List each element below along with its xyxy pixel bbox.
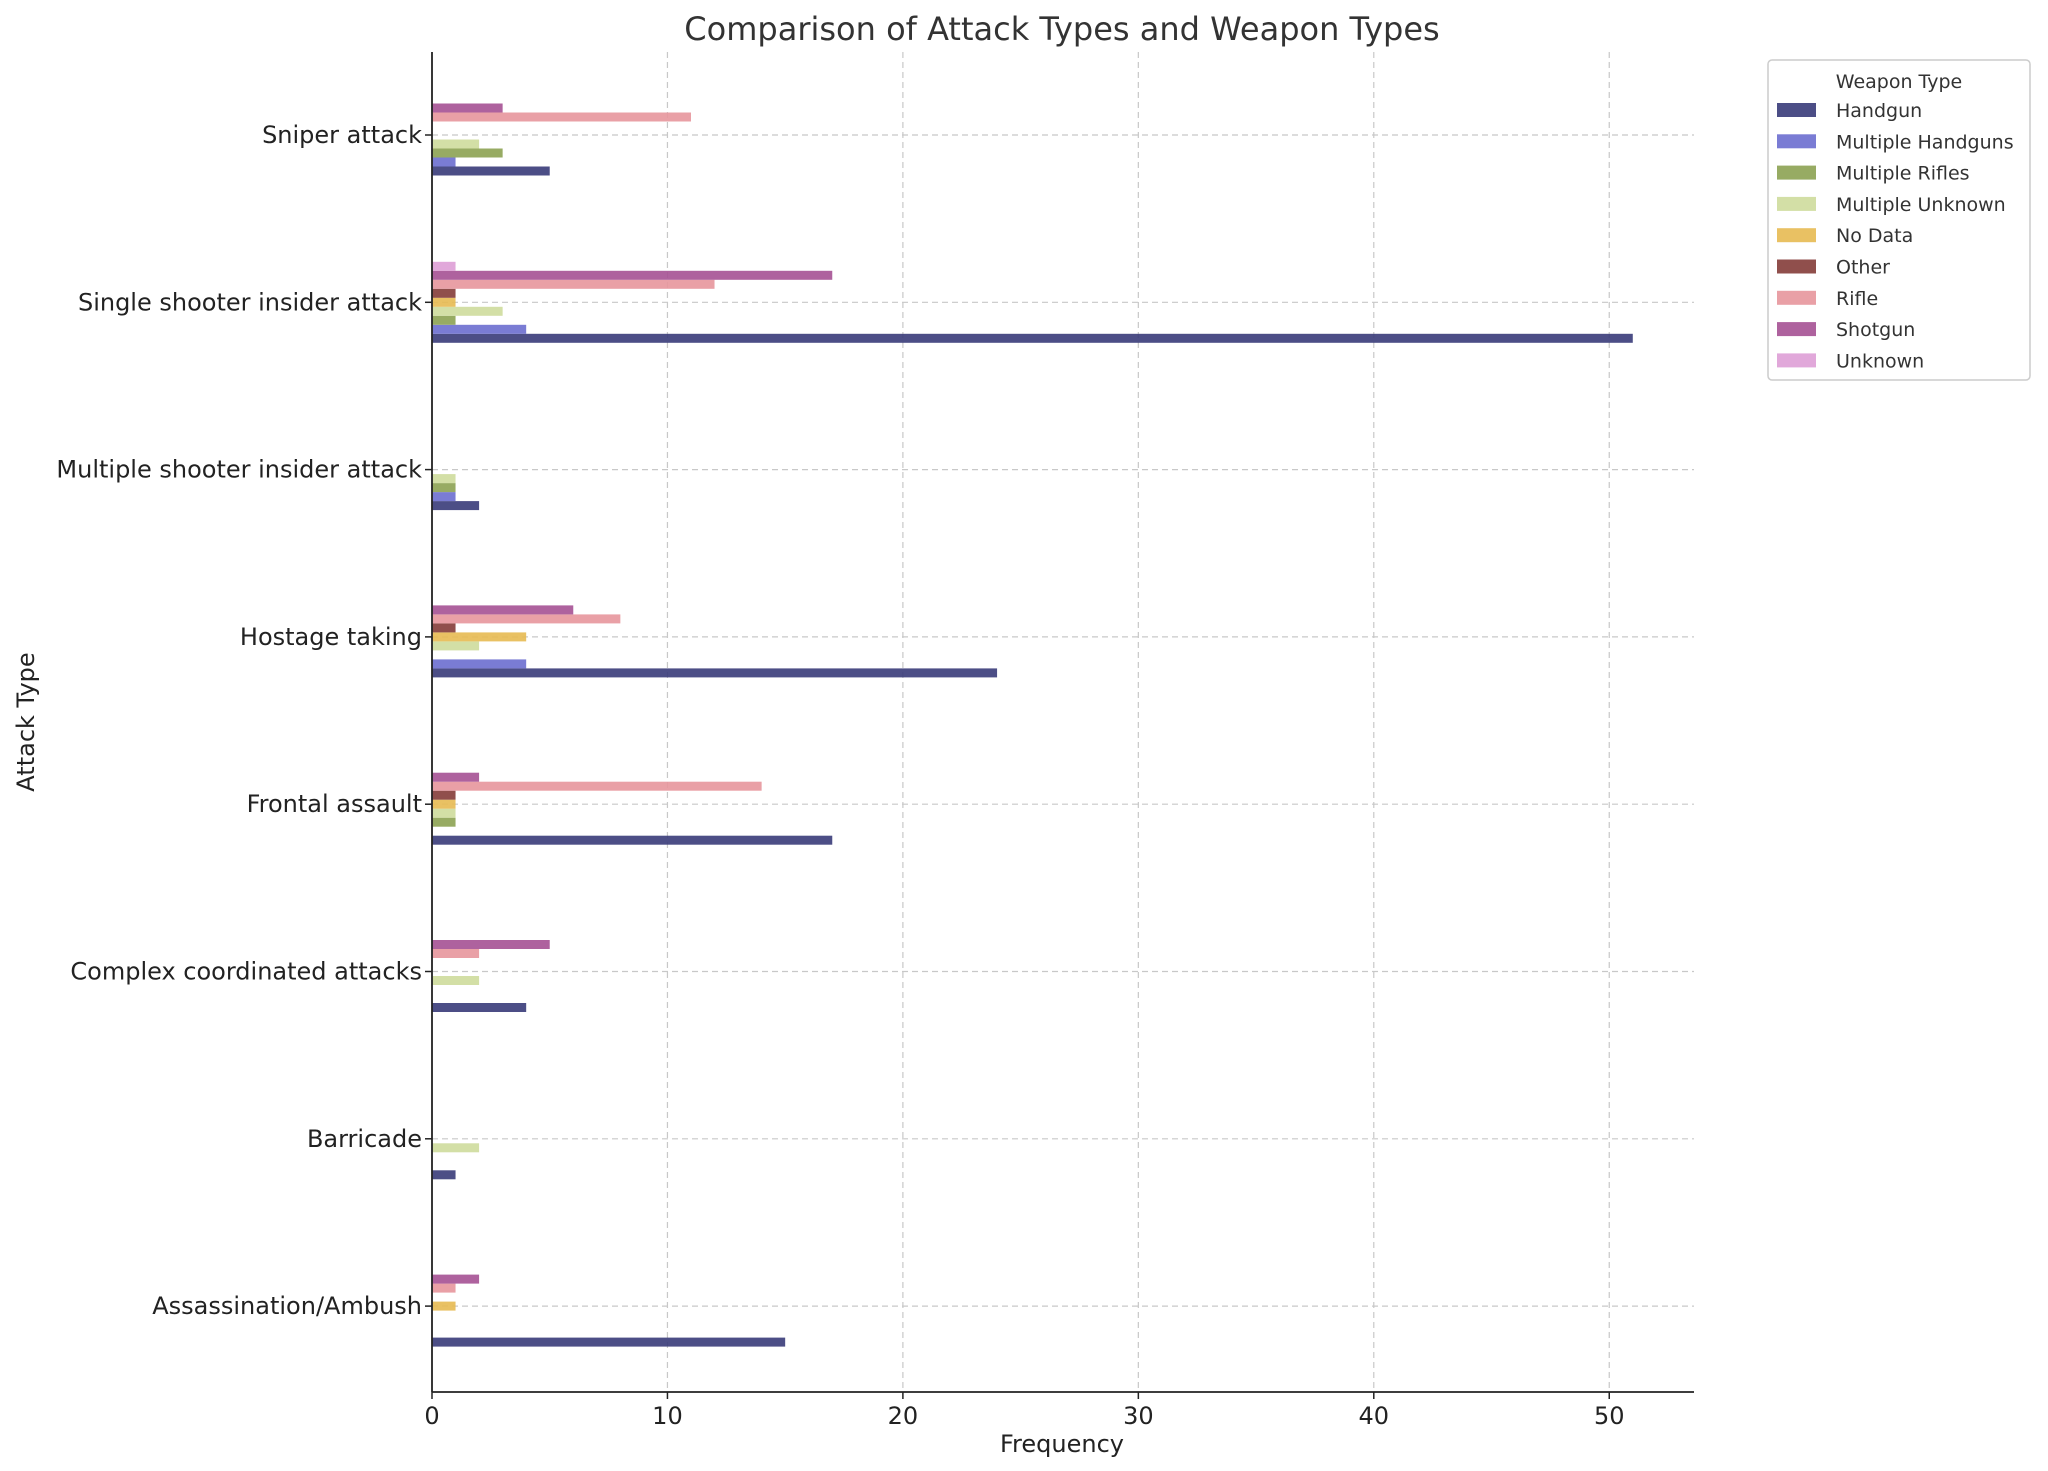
y-tick-label: Complex coordinated attacks xyxy=(70,958,422,986)
y-tick-label: Sniper attack xyxy=(262,121,422,149)
bar xyxy=(432,949,480,958)
bar xyxy=(432,799,456,809)
x-tick-label: 40 xyxy=(1359,1402,1390,1430)
x-tick-label: 50 xyxy=(1594,1402,1625,1430)
legend-frame xyxy=(1767,59,2031,381)
bar xyxy=(432,157,456,167)
bar xyxy=(432,261,456,271)
bar xyxy=(432,297,456,307)
y-tick-label: Frontal assault xyxy=(247,790,422,818)
y-tick-label: Single shooter insider attack xyxy=(78,288,422,316)
bar xyxy=(432,112,691,122)
bar xyxy=(432,614,621,624)
bar xyxy=(432,1301,456,1311)
legend-label: Unknown xyxy=(1836,350,1924,372)
bar xyxy=(432,279,715,289)
bars xyxy=(432,103,1633,1347)
bar xyxy=(432,315,456,325)
bar xyxy=(432,1283,456,1293)
x-tick-labels: 0 10 20 30 40 50 xyxy=(424,1392,1625,1430)
bar xyxy=(432,483,456,493)
bar xyxy=(432,790,456,800)
legend-swatch xyxy=(1777,228,1816,243)
bar xyxy=(432,333,1633,343)
legend-swatch xyxy=(1777,165,1816,180)
bar xyxy=(432,781,762,791)
legend-title: Weapon Type xyxy=(1836,71,1962,93)
x-axis-title: Frequency xyxy=(1000,1430,1124,1458)
chart-title: Comparison of Attack Types and Weapon Ty… xyxy=(684,10,1439,48)
legend-swatch xyxy=(1777,290,1816,305)
bar xyxy=(432,817,456,827)
y-tick-labels: Sniper attack Single shooter insider atta… xyxy=(56,121,432,1320)
bar xyxy=(432,976,480,985)
grid xyxy=(432,52,1694,1392)
bar xyxy=(432,324,527,334)
legend-swatch xyxy=(1777,259,1816,274)
bar xyxy=(432,139,480,149)
bar xyxy=(432,166,550,176)
bar xyxy=(432,835,833,845)
bar xyxy=(432,1170,456,1180)
x-tick-label: 10 xyxy=(652,1402,683,1430)
bar xyxy=(432,623,456,633)
bar xyxy=(432,1143,480,1153)
bar xyxy=(432,605,574,615)
bar xyxy=(432,501,480,511)
legend-label: Multiple Unknown xyxy=(1836,194,2006,216)
y-axis-title: Attack Type xyxy=(12,652,40,791)
legend-label: Rifle xyxy=(1836,288,1878,310)
axes xyxy=(431,52,1694,1393)
legend-swatch xyxy=(1777,322,1816,337)
bar xyxy=(432,474,456,484)
x-tick-label: 0 xyxy=(424,1402,439,1430)
bar xyxy=(432,1274,480,1284)
legend-swatch xyxy=(1777,353,1816,368)
legend-label: Multiple Rifles xyxy=(1836,163,1970,185)
legend-label: No Data xyxy=(1836,225,1913,247)
x-tick-label: 30 xyxy=(1123,1402,1154,1430)
bar xyxy=(432,288,456,298)
legend: Weapon Type Handgun Multiple Handguns Mult… xyxy=(1767,59,2031,381)
bar xyxy=(432,632,527,642)
legend-label: Shotgun xyxy=(1836,319,1915,341)
legend-items: Handgun Multiple Handguns Multiple Rifles M… xyxy=(1777,100,2014,372)
bar xyxy=(432,808,456,818)
legend-label: Other xyxy=(1836,257,1890,279)
y-tick-label: Hostage taking xyxy=(240,623,422,651)
y-tick-label: Multiple shooter insider attack xyxy=(56,456,422,484)
legend-swatch xyxy=(1777,103,1816,117)
bar xyxy=(432,270,833,280)
bar xyxy=(432,1003,527,1012)
x-tick-label: 20 xyxy=(888,1402,919,1430)
legend-label: Handgun xyxy=(1836,100,1922,122)
bar xyxy=(432,148,503,158)
bar xyxy=(432,103,503,113)
bar xyxy=(432,1337,786,1347)
bar xyxy=(432,772,480,782)
bar xyxy=(432,940,550,949)
legend-swatch xyxy=(1777,134,1816,149)
legend-label: Multiple Handguns xyxy=(1836,131,2014,153)
y-tick-label: Assassination/Ambush xyxy=(152,1292,422,1320)
bar xyxy=(432,659,527,669)
bar xyxy=(432,306,503,316)
legend-swatch xyxy=(1777,196,1816,211)
y-tick-label: Barricade xyxy=(307,1125,422,1153)
bar xyxy=(432,492,456,502)
bar xyxy=(432,668,998,678)
bar xyxy=(432,641,480,651)
